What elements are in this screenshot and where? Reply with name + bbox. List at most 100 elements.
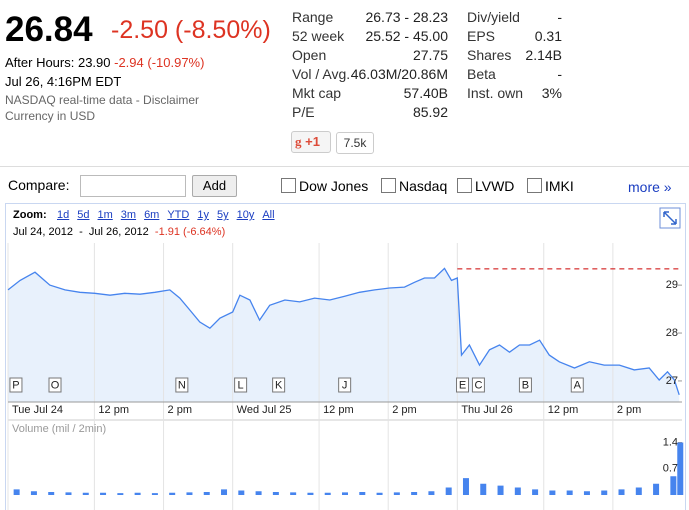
volume-bar: [238, 490, 245, 495]
x-tick-label: Tue Jul 24: [12, 404, 63, 416]
zoom-option[interactable]: All: [262, 209, 275, 221]
volume-bar: [583, 491, 590, 495]
event-flag-label: K: [275, 379, 283, 391]
zoom-option[interactable]: 5y: [216, 209, 229, 221]
compare-input[interactable]: [80, 175, 186, 197]
volume-bar: [342, 492, 348, 495]
compare-label: Compare:: [8, 177, 70, 193]
date-range: Jul 24, 2012 - Jul 26, 2012 -1.91 (-6.64…: [13, 226, 225, 238]
volume-bar: [601, 490, 608, 495]
option-label: Dow Jones: [299, 178, 369, 194]
more-link[interactable]: more »: [628, 179, 672, 195]
volume-bar: [48, 492, 55, 495]
volume-bar: [532, 489, 539, 495]
event-flag: [234, 377, 248, 393]
volume-bar: [203, 492, 210, 495]
volume-bar: [618, 489, 625, 495]
expand-arrow: [663, 211, 677, 225]
after-hours-change: -2.94 (-10.97%): [114, 55, 205, 70]
volume-bar: [549, 490, 556, 495]
stat-label: 52 week: [292, 28, 345, 44]
currency: Currency in USD: [5, 109, 96, 123]
volume-bar: [30, 491, 37, 495]
stat-label: Range: [292, 9, 334, 25]
event-flag-label: B: [522, 379, 529, 391]
stat-value: 57.40B: [403, 85, 448, 101]
volume-bar: [677, 442, 684, 495]
quote-time: Jul 26, 4:16PM EDT: [5, 74, 122, 89]
checkbox[interactable]: [381, 178, 396, 193]
zoom-option[interactable]: 5d: [77, 209, 90, 221]
zoom-option[interactable]: 10y: [236, 209, 255, 221]
zoom-option[interactable]: 1y: [197, 209, 209, 221]
price: 26.84: [5, 10, 93, 49]
option-label: IMKI: [545, 178, 574, 194]
range-separator: -: [79, 226, 83, 238]
volume-bar: [480, 483, 487, 495]
volume-bar: [169, 492, 176, 495]
compare-option[interactable]: Nasdaq: [381, 178, 447, 194]
volume-bar: [670, 476, 677, 495]
y-tick-label: 1.4: [663, 436, 678, 448]
volume-bar: [65, 492, 72, 495]
separator: [0, 166, 689, 167]
event-flag: [570, 377, 584, 393]
y-tick-label: 27: [666, 375, 678, 387]
y-tick-label: 29: [666, 279, 678, 291]
checkbox[interactable]: [457, 178, 472, 193]
event-flag-label: N: [178, 379, 186, 391]
y-tick-label: 0.7: [663, 463, 678, 475]
range-to: Jul 26, 2012: [88, 226, 149, 238]
range-change: -1.91 (-6.64%): [154, 226, 226, 238]
plusone-count: 7.5k: [336, 132, 374, 154]
data-source[interactable]: NASDAQ real-time data - Disclaimer: [5, 93, 200, 107]
event-flag-label: J: [342, 379, 348, 391]
plusone-label: +1: [305, 134, 320, 149]
compare-option[interactable]: LVWD: [457, 178, 514, 194]
checkbox[interactable]: [527, 178, 542, 193]
stat-label: Open: [292, 47, 327, 63]
event-flag-label: C: [474, 379, 482, 391]
event-flag: [471, 377, 485, 393]
event-flag-label: A: [574, 379, 582, 391]
zoom-option[interactable]: 6m: [144, 209, 160, 221]
event-flag: [175, 377, 189, 393]
stat-value: 46.03M/20.86M: [350, 66, 448, 82]
stat-label: Vol / Avg.: [292, 66, 351, 82]
zoom-option[interactable]: 1d: [57, 209, 70, 221]
stat-label: P/E: [292, 104, 315, 120]
price-area: [8, 268, 680, 402]
stat-label: Inst. own: [467, 85, 524, 101]
add-button[interactable]: Add: [192, 175, 237, 197]
x-tick-label: 12 pm: [323, 404, 354, 416]
volume-bar: [13, 489, 20, 495]
event-flag: [518, 377, 532, 393]
x-tick-label: 2 pm: [168, 404, 192, 416]
volume-bar: [411, 492, 418, 495]
volume-bar: [566, 490, 573, 495]
volume-bar: [359, 492, 366, 495]
stat-value: 27.75: [412, 47, 448, 63]
stat-label: EPS: [467, 28, 496, 44]
checkbox[interactable]: [281, 178, 296, 193]
zoom-option[interactable]: 1m: [97, 209, 113, 221]
event-flag: [456, 377, 470, 393]
x-tick-label: Thu Jul 26: [461, 404, 512, 416]
volume-bar: [272, 492, 279, 495]
volume-bar: [428, 491, 435, 495]
plusone-button[interactable]: g +1: [291, 131, 331, 153]
volume-bar: [151, 493, 158, 495]
x-tick-label: 12 pm: [98, 404, 129, 416]
volume-title: Volume (mil / 2min): [12, 423, 106, 435]
compare-option[interactable]: Dow Jones: [281, 178, 368, 194]
option-label: Nasdaq: [399, 178, 448, 194]
event-flag: [338, 377, 352, 393]
volume-bar: [514, 487, 521, 495]
compare-option[interactable]: IMKI: [527, 178, 574, 194]
zoom-option[interactable]: 3m: [120, 209, 137, 221]
stat-value: 0.31: [534, 28, 562, 44]
zoom-option[interactable]: YTD: [167, 209, 190, 221]
event-flag-label: P: [12, 379, 19, 391]
